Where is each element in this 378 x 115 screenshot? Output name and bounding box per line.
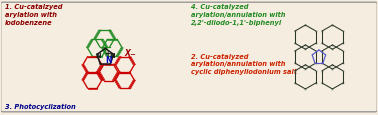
- Text: 2. Cu-catalyzed
arylation/annulation with
cyclic diphenyliodonium salt: 2. Cu-catalyzed arylation/annulation wit…: [191, 53, 297, 75]
- Text: 4. Cu-catalyzed
arylation/annulation with
2,2'-diiodo-1,1'-biphenyl: 4. Cu-catalyzed arylation/annulation wit…: [191, 4, 285, 26]
- Text: 1. Cu-catalzyed
arylation with
iodobenzene: 1. Cu-catalzyed arylation with iodobenze…: [5, 4, 63, 26]
- FancyBboxPatch shape: [1, 3, 377, 112]
- Text: X: X: [124, 49, 130, 58]
- Text: N: N: [105, 56, 112, 65]
- Text: 3. Photocyclization: 3. Photocyclization: [5, 103, 76, 109]
- Text: N: N: [110, 53, 115, 59]
- Text: +: +: [104, 49, 110, 57]
- Text: N: N: [95, 53, 101, 59]
- Text: −: −: [129, 52, 135, 58]
